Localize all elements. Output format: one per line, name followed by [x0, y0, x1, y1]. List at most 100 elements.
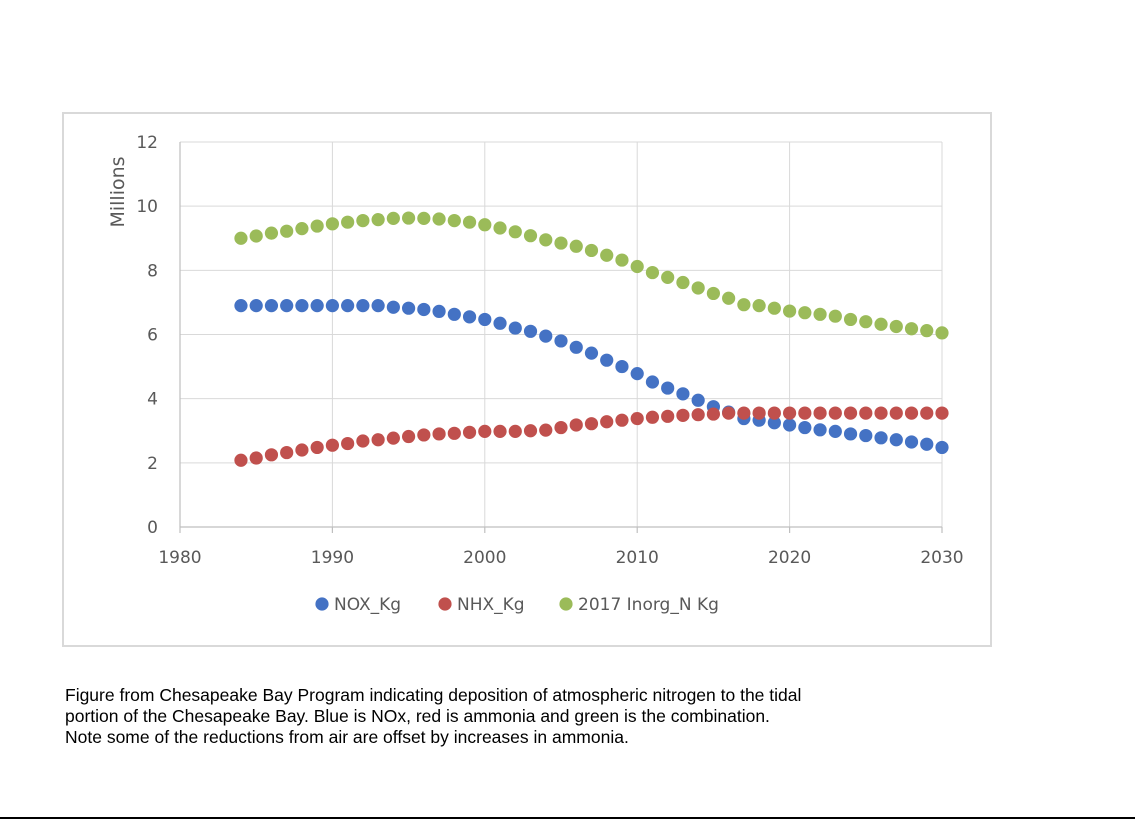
point-2017-inorg-n-kg-1986 [264, 226, 279, 240]
point-nox-kg-1995 [402, 301, 416, 315]
point-nox-kg-1987 [280, 299, 294, 313]
point-nox-kg-1990 [325, 299, 339, 313]
legend-marker [315, 597, 329, 611]
caption-line-2: portion of the Chesapeake Bay. Blue is N… [65, 706, 770, 726]
y-tick-label: 0 [147, 518, 158, 538]
point-2017-inorg-n-kg-2006 [569, 239, 583, 253]
point-nox-kg-1999 [462, 310, 477, 324]
x-tick-labels: 1980 1990 2000 2010 2020 2030 [158, 548, 963, 568]
point-nhx-kg-2013 [676, 408, 690, 422]
legend-label: NHX_Kg [457, 595, 525, 615]
point-nhx-kg-2012 [661, 409, 675, 423]
point-nhx-kg-2002 [508, 424, 522, 438]
y-tick-label: 10 [136, 197, 158, 217]
point-nhx-kg-1986 [264, 448, 279, 462]
point-nox-kg-2001 [493, 316, 507, 330]
figure-caption: Figure from Chesapeake Bay Program indic… [65, 685, 1065, 748]
point-2017-inorg-n-kg-2003 [523, 229, 538, 243]
point-2017-inorg-n-kg-2002 [508, 225, 522, 239]
point-nhx-kg-1991 [341, 436, 355, 451]
point-nox-kg-1988 [295, 299, 309, 313]
point-nhx-kg-2000 [478, 424, 492, 438]
point-2017-inorg-n-kg-1998 [447, 214, 461, 228]
point-2017-inorg-n-kg-2012 [661, 270, 675, 284]
chart-legend: NOX_Kg NHX_Kg 2017 Inorg_N Kg [315, 595, 719, 615]
point-nhx-kg-2026 [874, 406, 888, 420]
legend-label: NOX_Kg [334, 595, 401, 615]
point-nox-kg-1998 [447, 307, 461, 321]
point-nhx-kg-2017 [737, 406, 751, 420]
point-2017-inorg-n-kg-2010 [630, 259, 644, 274]
point-nox-kg-1997 [432, 304, 446, 318]
point-nhx-kg-2010 [630, 411, 644, 426]
point-2017-inorg-n-kg-2023 [828, 309, 842, 323]
point-2017-inorg-n-kg-2018 [752, 299, 766, 313]
data-points [234, 211, 949, 467]
point-nhx-kg-2001 [493, 424, 507, 438]
point-nhx-kg-2029 [920, 406, 934, 420]
point-nhx-kg-2004 [539, 423, 553, 437]
point-nhx-kg-2006 [569, 418, 583, 432]
point-2017-inorg-n-kg-2005 [554, 236, 568, 250]
point-2017-inorg-n-kg-2026 [874, 317, 888, 331]
point-2017-inorg-n-kg-2013 [676, 275, 690, 290]
point-nox-kg-2013 [676, 387, 690, 401]
point-2017-inorg-n-kg-1987 [280, 224, 294, 238]
y-tick-label: 4 [147, 390, 158, 410]
point-nhx-kg-2016 [722, 406, 736, 420]
point-nox-kg-2006 [569, 340, 583, 354]
point-nhx-kg-2023 [828, 406, 842, 420]
point-2017-inorg-n-kg-2004 [539, 233, 553, 247]
point-2017-inorg-n-kg-1989 [310, 219, 324, 233]
legend-label: 2017 Inorg_N Kg [578, 595, 719, 615]
point-nhx-kg-1988 [295, 443, 309, 457]
point-nox-kg-2003 [523, 324, 538, 338]
point-nox-kg-1991 [341, 299, 355, 313]
point-nhx-kg-2015 [706, 407, 721, 421]
point-2017-inorg-n-kg-2015 [706, 286, 721, 301]
point-nhx-kg-2025 [859, 406, 873, 420]
point-nox-kg-2028 [904, 435, 919, 449]
point-2017-inorg-n-kg-2008 [600, 248, 614, 262]
point-nhx-kg-2019 [767, 406, 781, 420]
legend-marker [438, 597, 452, 611]
x-tick-label: 2000 [463, 548, 506, 568]
point-2017-inorg-n-kg-2001 [493, 221, 507, 235]
point-nhx-kg-2022 [813, 406, 827, 420]
point-nhx-kg-1987 [280, 445, 294, 460]
point-nox-kg-2002 [508, 321, 522, 335]
chart-grid [180, 141, 943, 527]
point-2017-inorg-n-kg-2030 [935, 326, 949, 340]
caption-line-1: Figure from Chesapeake Bay Program indic… [65, 685, 802, 705]
point-nhx-kg-2028 [904, 406, 919, 420]
point-nox-kg-2010 [630, 367, 644, 381]
point-nox-kg-2027 [889, 433, 903, 447]
point-nhx-kg-2011 [645, 410, 660, 424]
point-2017-inorg-n-kg-2022 [813, 307, 827, 321]
point-2017-inorg-n-kg-2014 [691, 281, 705, 295]
y-tick-labels: 0 2 4 6 8 10 12 [136, 133, 158, 538]
legend-marker [559, 597, 573, 611]
x-tick-label: 2010 [616, 548, 659, 568]
point-nox-kg-1985 [249, 299, 263, 313]
y-tick-label: 6 [147, 326, 158, 346]
point-2017-inorg-n-kg-1997 [432, 212, 446, 226]
chart-axes [179, 142, 943, 533]
point-nox-kg-2011 [645, 375, 660, 389]
point-nox-kg-2030 [935, 440, 949, 455]
point-nhx-kg-2030 [935, 406, 949, 420]
point-nox-kg-2019 [767, 416, 781, 430]
point-2017-inorg-n-kg-2028 [904, 322, 919, 336]
point-2017-inorg-n-kg-1992 [356, 214, 370, 228]
point-nhx-kg-2008 [600, 415, 614, 429]
point-2017-inorg-n-kg-2000 [478, 218, 492, 232]
point-2017-inorg-n-kg-2024 [843, 312, 858, 327]
point-nhx-kg-1993 [371, 433, 385, 447]
x-tick-label: 2030 [920, 548, 963, 568]
point-nhx-kg-1995 [402, 429, 416, 444]
caption-line-3: Note some of the reductions from air are… [65, 727, 629, 747]
point-nhx-kg-1989 [310, 440, 324, 455]
point-nox-kg-1984 [234, 299, 248, 313]
point-nhx-kg-1990 [325, 438, 339, 452]
